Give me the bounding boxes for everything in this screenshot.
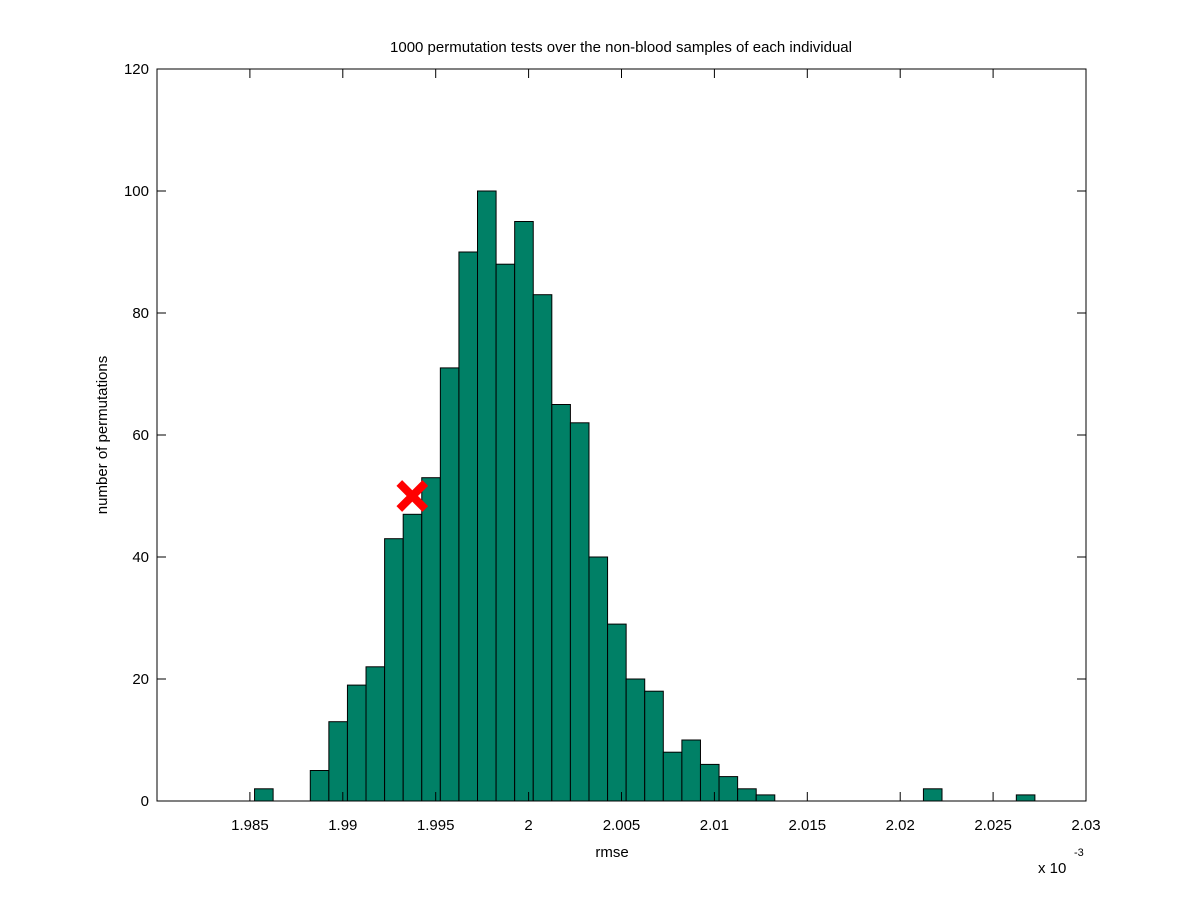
histogram-bar [328, 721, 348, 802]
y-tick-label: 0 [141, 793, 149, 810]
ticks-group: 1.985 1.99 1.995 2 2.005 2.01 2.015 2.02 2.025 2.… [124, 61, 1101, 834]
y-tick-label: 20 [132, 671, 149, 688]
histogram-bar [1015, 794, 1036, 802]
x-tick-label: 2.03 [1071, 817, 1100, 834]
x-tick-label: 1.995 [417, 817, 455, 834]
histogram-bar [421, 477, 441, 802]
histogram-bar [439, 367, 460, 802]
histogram-bar [588, 556, 609, 802]
histogram-bar [569, 422, 590, 802]
histogram-bar [551, 404, 571, 802]
y-tick-label: 80 [132, 305, 149, 322]
x-tick-label: 1.985 [231, 817, 269, 834]
x-tick-label: 2.01 [700, 817, 729, 834]
x-axis-label: rmse [595, 844, 628, 861]
histogram-bar [365, 666, 386, 802]
histogram-bar [607, 623, 627, 802]
histogram-bar [477, 190, 497, 802]
histogram-bar [755, 794, 776, 802]
histogram-bar [384, 538, 404, 802]
histogram-bar [346, 684, 367, 802]
histogram-bar [625, 678, 646, 802]
histogram-bar [644, 690, 664, 802]
histogram-bar [458, 251, 479, 802]
y-axis-label: number of permutations [94, 356, 111, 514]
y-tick-label: 60 [132, 427, 149, 444]
x-multiplier-label: x 10 [1038, 860, 1066, 877]
y-tick-label: 100 [124, 183, 149, 200]
x-tick-label: 1.99 [328, 817, 357, 834]
histogram-bar [532, 294, 553, 802]
y-tick-label: 40 [132, 549, 149, 566]
marker-stroke [396, 480, 429, 512]
chart-title: 1000 permutation tests over the non-bloo… [390, 39, 852, 56]
x-tick-label: 2 [524, 817, 532, 834]
histogram-bar [402, 513, 423, 802]
x-multiplier-exponent: -3 [1074, 847, 1084, 859]
histogram-bar [514, 221, 534, 802]
x-tick-label: 2.005 [603, 817, 641, 834]
x-tick-label: 2.025 [974, 817, 1012, 834]
x-tick-label: 2.02 [886, 817, 915, 834]
y-tick-label: 120 [124, 61, 149, 78]
histogram-bar [718, 776, 739, 802]
histogram-bar [922, 788, 943, 802]
histogram-bar [699, 763, 720, 802]
histogram-bar [737, 788, 757, 802]
histogram-bar [681, 739, 701, 802]
x-tick-label: 2.015 [789, 817, 827, 834]
observed-value-marker [396, 480, 429, 512]
histogram-bar [309, 770, 330, 802]
histogram-bar [254, 788, 274, 802]
histogram-bar [495, 263, 516, 802]
histogram-bar [662, 751, 683, 802]
